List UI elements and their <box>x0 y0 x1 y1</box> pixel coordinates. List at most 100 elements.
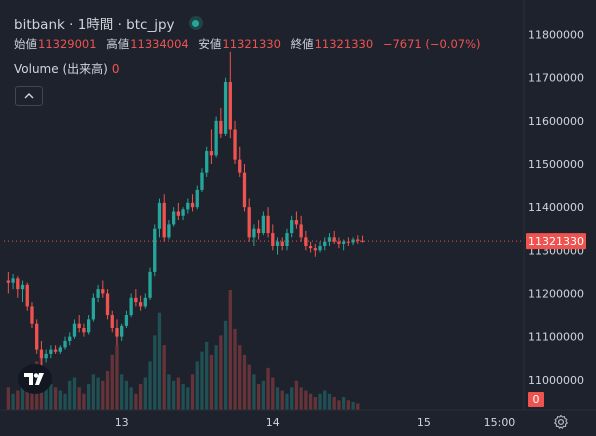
low-value: 11321330 <box>222 37 281 51</box>
last-price-label: 11321330 <box>528 235 584 248</box>
price-axis[interactable]: 1100000011100000112000001130000011400000… <box>528 29 584 387</box>
volume-bar <box>308 393 313 410</box>
candle-body <box>360 240 365 242</box>
last-price-badge: 11321330 <box>526 233 586 250</box>
open-label: 始値 <box>14 37 37 51</box>
candle-body <box>181 209 185 216</box>
candle <box>171 207 176 227</box>
volume-bar <box>148 361 152 410</box>
candle <box>6 271 11 294</box>
symbol-title[interactable]: bitbank · 1時間 · btc_jpy <box>14 17 175 33</box>
volume-bar <box>44 374 48 410</box>
candle-body <box>223 82 228 134</box>
legend-collapse-button[interactable] <box>15 86 43 106</box>
candle-body <box>68 336 72 341</box>
candle <box>308 241 313 253</box>
candle <box>25 282 29 311</box>
change-value: −7671 (−0.07%) <box>382 37 481 51</box>
candle <box>190 194 195 212</box>
volume-bar <box>171 380 176 410</box>
volume-bar <box>294 380 299 410</box>
candle <box>256 220 261 240</box>
volume-bar <box>256 384 261 410</box>
candle <box>360 235 365 243</box>
candle-body <box>49 349 53 354</box>
candle <box>134 289 138 307</box>
candle <box>129 293 133 318</box>
volume-bar <box>134 393 138 410</box>
candle-body <box>190 202 195 208</box>
chevron-up-icon <box>24 93 34 99</box>
candle-body <box>153 228 157 272</box>
volume-bar <box>162 345 166 410</box>
candle <box>351 237 355 246</box>
candle-body <box>219 120 223 134</box>
candle <box>30 302 34 328</box>
candle <box>228 51 232 139</box>
candle <box>304 230 308 251</box>
candle <box>68 332 72 346</box>
volume-legend[interactable]: Volume (出来高) 0 <box>14 60 487 76</box>
volume-bar <box>176 377 181 410</box>
candle <box>313 243 317 257</box>
candle <box>11 274 15 290</box>
candle <box>238 146 242 177</box>
price-tick-label: 11400000 <box>528 201 584 214</box>
volume-bar <box>304 390 308 410</box>
candle-body <box>77 323 81 328</box>
candle-body <box>266 215 270 234</box>
candle-body <box>86 319 91 333</box>
candle-body <box>16 278 20 290</box>
high-value: 11334004 <box>130 37 189 51</box>
candle <box>186 198 190 214</box>
candle-body <box>337 241 341 244</box>
candle-body <box>58 347 62 352</box>
candle-body <box>318 246 322 251</box>
close-label: 終値 <box>290 37 314 51</box>
candle-body <box>101 289 105 294</box>
candle-body <box>30 306 34 324</box>
volume-bar <box>285 393 289 410</box>
candle <box>337 237 341 249</box>
candle-body <box>25 284 29 307</box>
candle-body <box>280 241 284 246</box>
volume-bar <box>280 390 284 410</box>
volume-bar <box>252 374 256 410</box>
candle <box>105 289 110 320</box>
tradingview-logo-icon[interactable] <box>18 364 52 394</box>
volume-bar <box>77 387 81 410</box>
volume-bar <box>49 384 53 410</box>
candle <box>242 164 247 212</box>
volume-bar <box>143 377 147 410</box>
volume-bar <box>181 384 185 410</box>
candle <box>96 284 100 303</box>
candle <box>323 237 327 251</box>
candle <box>285 228 289 251</box>
volume-bar <box>82 393 86 410</box>
candle <box>233 120 237 164</box>
market-status-icon[interactable] <box>188 16 203 30</box>
candle-body <box>299 224 303 238</box>
candle-body <box>105 293 110 316</box>
high-label: 高値 <box>106 37 130 51</box>
volume-bar <box>110 354 114 410</box>
gear-icon[interactable] <box>551 412 571 432</box>
volume-bar <box>242 354 247 410</box>
candle-body <box>313 248 317 251</box>
time-axis[interactable]: 13 14 15 15:00 <box>115 416 516 429</box>
candle <box>280 237 284 251</box>
candle-body <box>332 237 336 242</box>
candle-body <box>110 315 114 328</box>
candle-body <box>323 241 327 246</box>
volume-bar <box>341 397 346 410</box>
volume-bar <box>214 345 218 410</box>
candle-body <box>20 284 25 290</box>
volume-bar <box>219 335 223 410</box>
volume-bar <box>105 371 110 410</box>
time-tick-label: 15 <box>417 416 431 429</box>
volume-bar <box>53 387 58 410</box>
candle <box>219 107 223 139</box>
candle <box>299 215 303 242</box>
